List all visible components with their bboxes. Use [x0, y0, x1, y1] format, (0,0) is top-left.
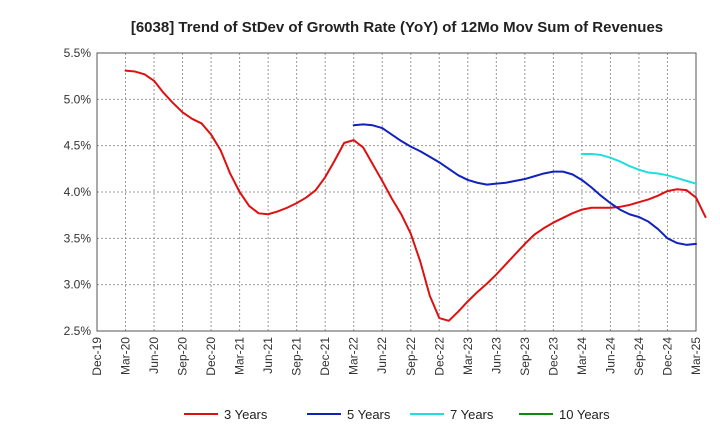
series-line-3-years: [124, 69, 707, 322]
legend-label: 10 Years: [559, 407, 610, 422]
y-tick-label: 5.0%: [64, 92, 92, 106]
series-line-5-years: [352, 123, 697, 246]
y-tick-label: 4.5%: [64, 139, 92, 153]
legend: 3 Years 5 Years 7 Years 10 Years: [184, 407, 610, 422]
x-tick-label: Sep-23: [518, 337, 532, 376]
x-tick-label: Jun-22: [375, 337, 389, 374]
x-tick-label: Dec-20: [204, 337, 218, 376]
x-tick-label: Jun-24: [603, 337, 617, 374]
x-tick-label: Dec-21: [318, 337, 332, 376]
x-tick-label: Sep-21: [290, 337, 304, 376]
y-tick-label: 2.5%: [64, 324, 92, 338]
x-tick-label: Jun-23: [489, 337, 503, 374]
legend-label: 7 Years: [450, 407, 494, 422]
x-tick-label: Jun-21: [261, 337, 275, 374]
x-tick-label: Mar-25: [689, 337, 703, 375]
x-tick-label: Mar-22: [347, 337, 361, 375]
x-tick-label: Sep-20: [176, 337, 190, 376]
x-tick-label: Mar-20: [119, 337, 133, 375]
y-tick-label: 3.5%: [64, 231, 92, 245]
x-tick-label: Jun-20: [147, 337, 161, 374]
y-axis: 2.5% 3.0% 3.5% 4.0% 4.5% 5.0% 5.5%: [64, 46, 92, 338]
x-tick-label: Dec-22: [432, 337, 446, 376]
x-tick-label: Dec-19: [90, 337, 104, 376]
chart-title: [6038] Trend of StDev of Growth Rate (Yo…: [131, 19, 663, 36]
series-line-7-years: [580, 153, 697, 185]
y-tick-label: 4.0%: [64, 185, 92, 199]
x-tick-label: Dec-23: [546, 337, 560, 376]
series-lines: [124, 69, 707, 322]
x-tick-label: Mar-23: [461, 337, 475, 375]
y-tick-label: 5.5%: [64, 46, 92, 60]
plot-area-frame: [96, 52, 697, 332]
gridlines: [97, 52, 696, 332]
x-tick-label: Sep-22: [404, 337, 418, 376]
x-axis: Dec-19 Mar-20 Jun-20 Sep-20 Dec-20 Mar-21 Jun-…: [90, 337, 703, 376]
legend-label: 3 Years: [224, 407, 268, 422]
x-tick-label: Mar-24: [575, 337, 589, 375]
legend-label: 5 Years: [347, 407, 391, 422]
x-tick-label: Dec-24: [660, 337, 674, 376]
x-tick-label: Sep-24: [632, 337, 646, 376]
y-tick-label: 3.0%: [64, 278, 92, 292]
x-tick-label: Mar-21: [233, 337, 247, 375]
